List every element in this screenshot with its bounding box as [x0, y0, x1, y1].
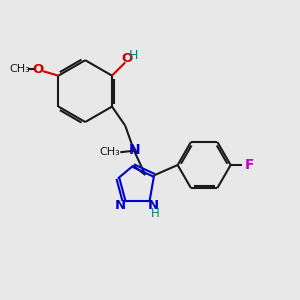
Text: N: N: [148, 199, 159, 212]
Text: N: N: [129, 142, 140, 157]
Text: CH₃: CH₃: [9, 64, 30, 74]
Text: CH₃: CH₃: [99, 147, 120, 157]
Text: F: F: [245, 158, 254, 172]
Text: O: O: [32, 63, 44, 76]
Text: H: H: [129, 50, 138, 62]
Text: N: N: [115, 199, 126, 212]
Text: H: H: [151, 206, 159, 220]
Text: O: O: [121, 52, 132, 65]
